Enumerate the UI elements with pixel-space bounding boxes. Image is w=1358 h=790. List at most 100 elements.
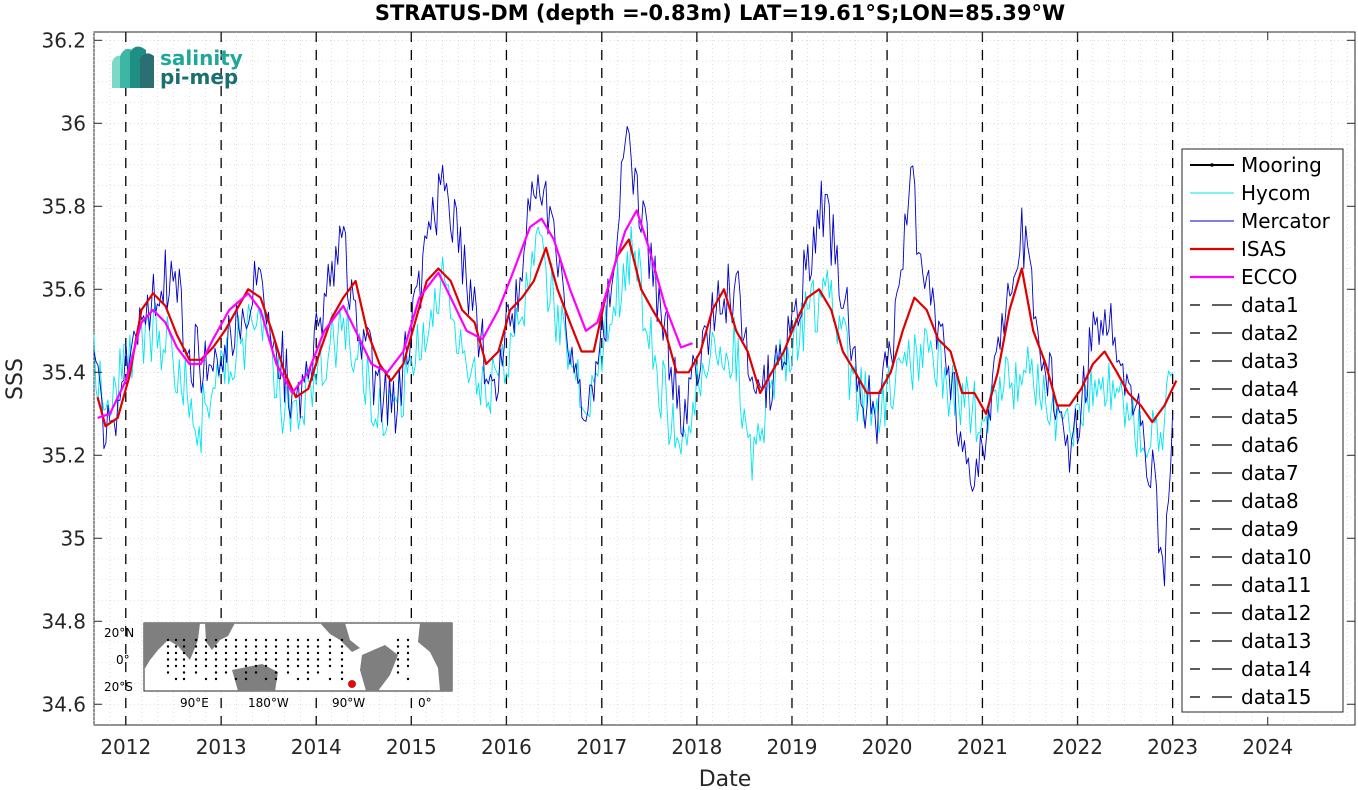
inset-map: 20°N 0° 20°S 90°E 180°W 90°W 0° [104, 622, 453, 710]
buoy-dot [340, 645, 344, 648]
x-tick-label: 2022 [1052, 735, 1103, 759]
x-tick-label: 2015 [386, 735, 437, 759]
buoy-dot [204, 638, 208, 642]
buoy-dot [224, 651, 228, 655]
buoy-dot [274, 677, 278, 681]
buoy-dot [328, 677, 332, 681]
buoy-dot [224, 658, 228, 661]
buoy-dot [286, 664, 290, 668]
buoy-dot [286, 645, 290, 648]
legend-box [1181, 148, 1344, 713]
logo-text-pi-mep: pi-mep [160, 65, 238, 89]
series-layer [93, 125, 1178, 587]
legend-label: data3 [1241, 349, 1299, 373]
x-tick-label: 2013 [196, 735, 247, 759]
buoy-dot [174, 645, 178, 648]
buoy-dot [214, 658, 218, 661]
buoy-dot [316, 671, 320, 674]
buoy-dot [234, 677, 238, 681]
buoy-dot [244, 638, 248, 642]
buoy-dot [234, 645, 238, 648]
legend-label: ECCO [1241, 265, 1297, 289]
buoy-dot [274, 671, 278, 674]
y-tick-label: 35.8 [41, 194, 86, 218]
x-tick-label: 2016 [481, 735, 532, 759]
y-tick-label: 36 [61, 111, 86, 135]
legend: Mooring Hycom Mercator ISAS ECCO data1 data2 da… [1181, 148, 1344, 713]
buoy-dot [166, 671, 170, 674]
x-ticks: 2012 2013 2014 2015 2016 2017 2018 2019 2020 2021… [100, 32, 1293, 759]
buoy-dot [244, 651, 248, 655]
buoy-dot [406, 638, 410, 642]
legend-label: data12 [1241, 601, 1312, 625]
buoy-dot [396, 651, 400, 655]
buoy-dot [296, 658, 300, 661]
buoy-dot [274, 651, 278, 655]
legend-label: data14 [1241, 657, 1312, 681]
buoy-dot [396, 658, 400, 661]
legend-label: data8 [1241, 489, 1299, 513]
buoy-dot [204, 645, 208, 648]
buoy-dot [244, 645, 248, 648]
buoy-dot [174, 651, 178, 655]
x-tick-label: 2023 [1147, 735, 1198, 759]
buoy-dot [182, 677, 186, 681]
buoy-dot [174, 658, 178, 661]
buoy-dot [306, 658, 310, 661]
buoy-dot [254, 671, 258, 674]
buoy-dot [296, 638, 300, 642]
buoy-dot [316, 658, 320, 661]
buoy-dot [306, 677, 310, 681]
buoy-dot [224, 638, 228, 642]
buoy-dot [340, 671, 344, 674]
series-line-ecco [97, 209, 693, 419]
legend-label: data1 [1241, 293, 1299, 317]
buoy-dot [296, 651, 300, 655]
buoy-dot [224, 664, 228, 668]
buoy-dot [406, 658, 410, 661]
map-lon-90e: 90°E [180, 696, 209, 710]
x-tick-label: 2018 [671, 735, 722, 759]
y-tick-label: 34.8 [41, 609, 86, 633]
buoy-dot [174, 677, 178, 681]
buoy-dot [264, 677, 268, 681]
buoy-dot [306, 638, 310, 642]
buoy-dot [166, 664, 170, 668]
buoy-dot [316, 664, 320, 668]
buoy-dot [194, 664, 198, 668]
buoy-dot [194, 651, 198, 655]
y-tick-label: 35.6 [41, 277, 86, 301]
buoy-dot [264, 645, 268, 648]
buoy-dot [204, 677, 208, 681]
buoy-dot [340, 658, 344, 661]
buoy-dot [396, 671, 400, 674]
buoy-dot [194, 638, 198, 642]
buoy-dot [254, 645, 258, 648]
buoy-dot [214, 677, 218, 681]
buoy-dot [204, 651, 208, 655]
buoy-dot [286, 671, 290, 674]
buoy-dot [244, 658, 248, 661]
buoy-dot [296, 645, 300, 648]
buoy-dot [264, 664, 268, 668]
buoy-dot [204, 658, 208, 661]
buoy-dot [328, 664, 332, 668]
buoy-dot [194, 645, 198, 648]
buoy-dot [306, 651, 310, 655]
buoy-dot [182, 651, 186, 655]
buoy-dot [406, 651, 410, 655]
buoy-dot [306, 671, 310, 674]
y-tick-label: 35.4 [41, 360, 86, 384]
buoy-dot [244, 664, 248, 668]
buoy-dot [296, 664, 300, 668]
legend-label: Mooring [1241, 153, 1322, 177]
legend-label: data7 [1241, 461, 1299, 485]
buoy-dot [306, 664, 310, 668]
buoy-dot [254, 638, 258, 642]
buoy-dot [274, 645, 278, 648]
buoy-dot [274, 638, 278, 642]
map-lat-0: 0° [116, 653, 130, 667]
buoy-dot [234, 651, 238, 655]
buoy-dot [182, 664, 186, 668]
x-tick-label: 2012 [100, 735, 151, 759]
